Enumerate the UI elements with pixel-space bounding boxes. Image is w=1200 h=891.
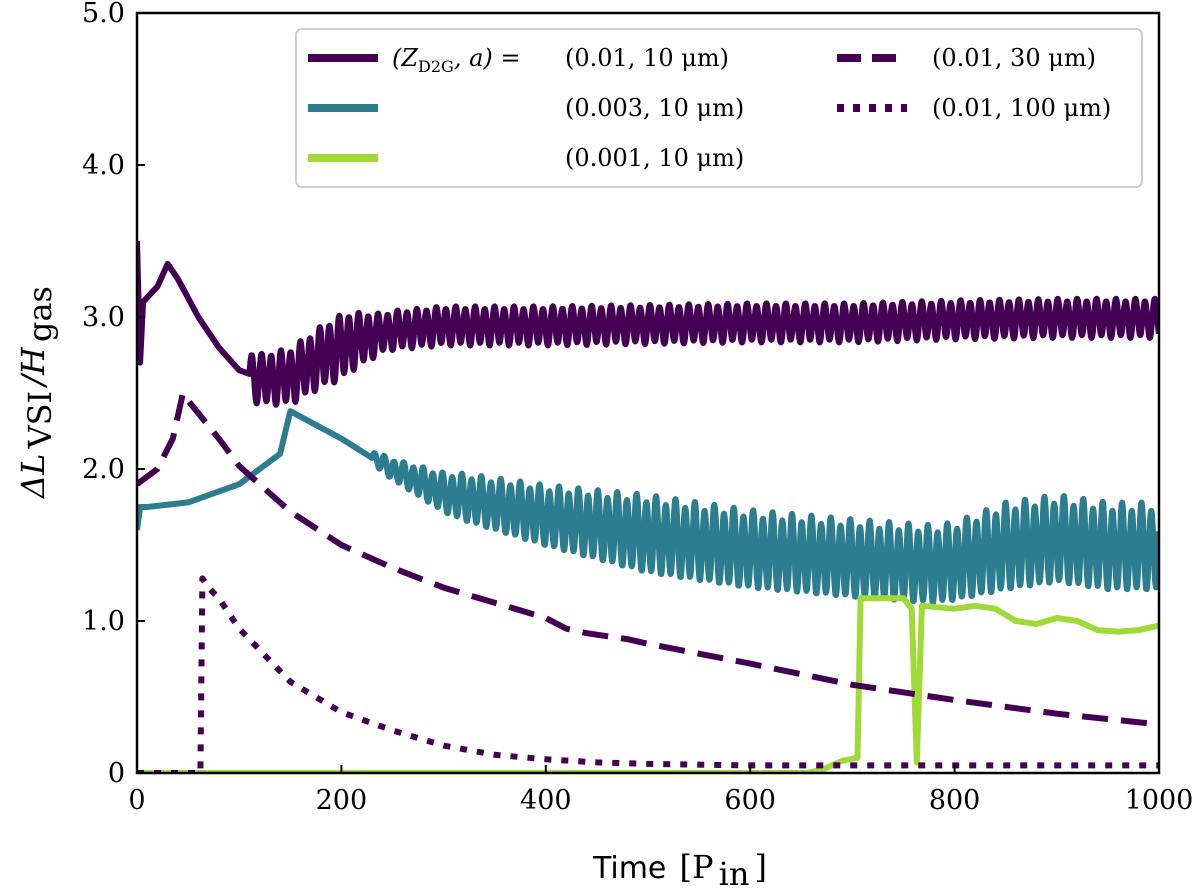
series-line-2 <box>137 408 1159 606</box>
legend-title: (ZD2G, a) = <box>392 44 521 76</box>
series-line-5 <box>137 575 1159 773</box>
legend-label-4: (0.01, 30 μm) <box>932 44 1096 72</box>
y-tick-label: 3.0 <box>82 302 125 333</box>
x-tick-label: 600 <box>724 785 776 816</box>
legend-label-1: (0.01, 10 μm) <box>565 44 729 72</box>
x-tick-label: 200 <box>316 785 368 816</box>
y-tick-label: 0 <box>108 758 125 789</box>
y-tick-label: 5.0 <box>82 0 125 29</box>
series-line-3 <box>137 595 1159 773</box>
x-axis-title: Time [P in ] <box>592 848 767 891</box>
legend-label-2: (0.003, 10 μm) <box>565 94 744 122</box>
legend-box <box>295 28 1143 188</box>
plot-frame <box>135 11 1161 775</box>
x-tick-label: 0 <box>128 785 145 816</box>
y-tick-label: 1.0 <box>82 606 125 637</box>
legend-label-3: (0.001, 10 μm) <box>565 144 744 172</box>
y-axis-title: ΔL VSI /H gas <box>14 286 59 500</box>
y-tick-label: 2.0 <box>82 454 125 485</box>
x-tick-label: 800 <box>929 785 981 816</box>
legend-label-5: (0.01, 100 μm) <box>932 94 1111 122</box>
axis-ticks: 0 200 400 600 800 1000 0 1.0 2.0 3.0 4.0 5.0 <box>82 0 1193 816</box>
x-tick-label: 1000 <box>1125 785 1194 816</box>
series-layer <box>137 240 1159 773</box>
y-tick-label: 4.0 <box>82 150 125 181</box>
series-line-4 <box>137 390 1159 728</box>
legend: (0.01, 10 μm) (0.003, 10 μm) (0.001, 10 μm… <box>295 28 1143 188</box>
x-tick-label: 400 <box>520 785 572 816</box>
series-line-1 <box>137 240 1159 408</box>
